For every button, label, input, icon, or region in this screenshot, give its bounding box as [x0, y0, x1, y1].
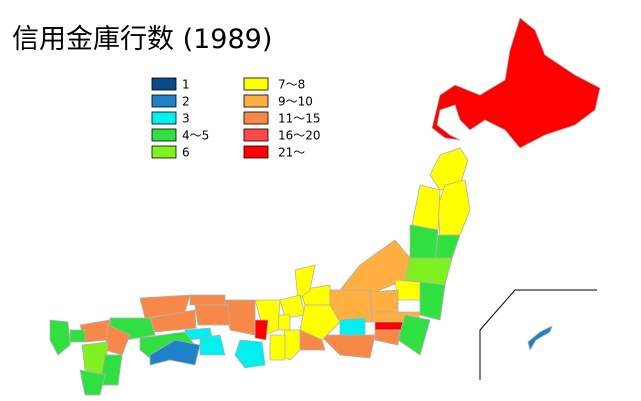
legend-label: 9～10: [278, 95, 313, 109]
prefecture: [149, 309, 197, 333]
prefecture: [339, 317, 366, 336]
legend-swatch: [243, 77, 269, 91]
prefecture: [369, 289, 399, 313]
prefecture: [394, 279, 421, 301]
prefecture: [69, 329, 86, 343]
legend-swatch: [243, 128, 269, 142]
legend-swatch: [243, 94, 269, 108]
prefecture: [419, 281, 446, 321]
legend-swatch: [151, 94, 177, 108]
legend-label: 4～5: [182, 129, 209, 143]
prefecture: [319, 334, 376, 359]
prefecture: [269, 334, 286, 361]
prefecture: [409, 224, 439, 263]
prefecture: [397, 314, 431, 356]
prefecture: [411, 184, 441, 231]
prefecture: [374, 321, 406, 331]
legend-label: 11～15: [278, 112, 321, 126]
legend-label: 16～20: [278, 129, 321, 143]
prefecture: [527, 325, 553, 352]
prefecture: [49, 319, 71, 356]
prefecture: [374, 329, 401, 346]
prefecture: [294, 264, 316, 301]
legend-label: 1: [182, 78, 190, 92]
prefectures: [49, 17, 601, 396]
legend-swatch: [151, 77, 177, 91]
legend-swatch: [151, 128, 177, 142]
prefecture: [189, 294, 226, 306]
prefecture: [79, 369, 106, 396]
legend-swatch: [243, 111, 269, 125]
prefecture: [234, 339, 266, 369]
prefecture: [254, 319, 269, 341]
prefecture: [404, 257, 453, 286]
legend: 1 2 3 4～5 6 7～8 9～10 11～15 16～20 21～: [151, 77, 321, 160]
legend-swatch: [151, 145, 177, 159]
title: 信用金庫行数 (1989): [12, 24, 272, 55]
legend-swatch: [151, 111, 177, 125]
prefecture: [199, 334, 226, 356]
prefecture: [299, 304, 341, 341]
legend-label: 21～: [278, 146, 305, 160]
legend-label: 6: [182, 146, 190, 160]
prefecture: [431, 17, 601, 149]
legend-label: 2: [182, 95, 190, 109]
legend-label: 3: [182, 112, 190, 126]
legend-label: 7～8: [278, 78, 305, 92]
prefecture: [194, 304, 231, 326]
prefecture: [279, 294, 306, 319]
prefecture: [149, 339, 201, 366]
inset-frame: [479, 289, 597, 380]
legend-swatch: [243, 145, 269, 159]
